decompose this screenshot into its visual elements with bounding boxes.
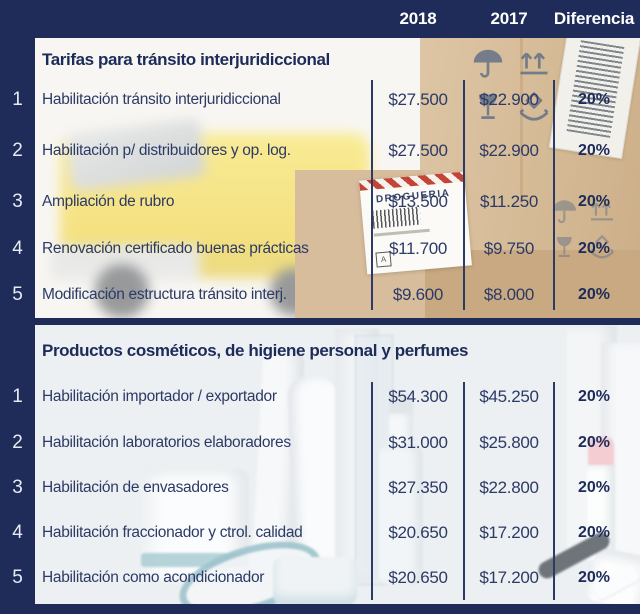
table-row: 1 Habilitación importador / exportador $… [0, 382, 640, 412]
row-label: Habilitación p/ distribuidores y op. log… [42, 142, 291, 159]
column-divider [463, 382, 465, 600]
row-value-2017: $17.200 [479, 568, 539, 587]
row-label: Habilitación de envasadores [42, 479, 229, 496]
row-label: Habilitación como acondicionador [42, 569, 265, 586]
row-value-2018: $27.500 [388, 90, 448, 109]
row-diff: 20% [577, 91, 611, 108]
table-row: 2 Habilitación laboratorios elaboradores… [0, 428, 640, 458]
column-header-2018: 2018 [399, 9, 437, 28]
row-diff: 20% [577, 240, 611, 257]
box-edge [520, 38, 523, 203]
row-value-2017: $17.200 [479, 523, 539, 542]
spray-cap [389, 395, 413, 415]
table-row: 4 Habilitación fraccionador y ctrol. cal… [0, 518, 640, 548]
cosmetics-photo [35, 325, 640, 604]
this-side-up-icon [590, 202, 614, 221]
table-row: 2 Habilitación p/ distribuidores y op. l… [0, 136, 640, 166]
section-panel-transito: DROGUERIA A [35, 38, 640, 318]
row-value-2018: $54.300 [388, 387, 448, 406]
column-header-diferencia: Diferencia [553, 9, 635, 28]
row-value-2017: $22.900 [479, 90, 539, 109]
row-value-2017: $25.800 [479, 433, 539, 452]
row-value-2017: $22.900 [479, 141, 539, 160]
handle-with-care-icon [590, 234, 614, 259]
row-diff: 20% [577, 479, 611, 496]
table-row: 3 Ampliación de rubro $13.500 $11.250 20… [0, 187, 640, 217]
keep-dry-umbrella-icon [473, 49, 503, 78]
row-value-2017: $22.800 [479, 478, 539, 497]
row-diff: 20% [577, 388, 611, 405]
row-number: 4 [12, 522, 23, 543]
section-title-transito: Tarifas para tránsito interjuridiccional [42, 50, 330, 69]
row-label: Habilitación tránsito interjuridiccional [42, 91, 281, 108]
column-header-2017: 2017 [490, 9, 528, 28]
van-wheel [95, 264, 149, 318]
fragile-glass-icon [479, 94, 497, 119]
row-diff: 20% [577, 193, 611, 210]
row-number: 3 [12, 191, 23, 212]
column-divider [371, 80, 373, 310]
shipping-icons [470, 46, 554, 126]
row-value-2018: $20.650 [388, 523, 448, 542]
row-number: 2 [12, 432, 23, 453]
section-title-cosmeticos: Productos cosméticos, de higiene persona… [42, 341, 469, 360]
row-number: 2 [12, 140, 23, 161]
row-label: Habilitación laboratorios elaboradores [42, 434, 291, 451]
row-value-2018: $20.650 [388, 568, 448, 587]
row-value-2017: $11.250 [479, 192, 539, 211]
row-label: Habilitación importador / exportador [42, 388, 277, 405]
row-label: Renovación certificado buenas prácticas [42, 240, 309, 257]
row-value-2018: $9.600 [392, 285, 444, 304]
row-label: Modificación estructura tránsito interj. [42, 286, 287, 303]
column-divider [553, 80, 555, 310]
row-value-2018: $27.350 [388, 478, 448, 497]
row-value-2018: $11.700 [388, 239, 448, 258]
row-diff: 20% [577, 286, 611, 303]
section-panel-cosmeticos [35, 325, 640, 604]
handle-with-care-icon [519, 91, 549, 121]
row-label: Habilitación fraccionador y ctrol. calid… [42, 524, 303, 541]
row-diff: 20% [577, 142, 611, 159]
row-diff: 20% [577, 524, 611, 541]
row-number: 5 [12, 284, 23, 305]
row-value-2018: $27.500 [388, 141, 448, 160]
row-number: 3 [12, 477, 23, 498]
row-value-2018: $13.500 [388, 192, 448, 211]
column-divider [553, 382, 555, 600]
shipping-icons-faded [550, 197, 619, 263]
row-number: 1 [12, 386, 23, 407]
fragile-glass-icon [556, 236, 572, 258]
column-divider [371, 382, 373, 600]
table-row: 5 Habilitación como acondicionador $20.6… [0, 563, 640, 593]
small-jar [273, 557, 357, 604]
row-diff: 20% [577, 434, 611, 451]
this-side-up-icon [520, 52, 548, 75]
row-number: 1 [12, 89, 23, 110]
row-value-2017: $45.250 [479, 387, 539, 406]
table-row: 4 Renovación certificado buenas práctica… [0, 234, 640, 264]
shipping-boxes-photo: DROGUERIA A [295, 38, 640, 318]
row-number: 4 [12, 238, 23, 259]
column-divider [463, 80, 465, 310]
table-row: 3 Habilitación de envasadores $27.350 $2… [0, 473, 640, 503]
row-value-2017: $8.000 [483, 285, 535, 304]
table-row: 1 Habilitación tránsito interjuridiccion… [0, 85, 640, 115]
row-number: 5 [12, 567, 23, 588]
row-diff: 20% [577, 569, 611, 586]
row-label: Ampliación de rubro [42, 193, 175, 210]
keep-dry-umbrella-icon [552, 200, 577, 224]
small-bottle [379, 445, 423, 585]
row-value-2017: $9.750 [483, 239, 535, 258]
table-row: 5 Modificación estructura tránsito inter… [0, 280, 640, 310]
row-value-2018: $31.000 [388, 433, 448, 452]
